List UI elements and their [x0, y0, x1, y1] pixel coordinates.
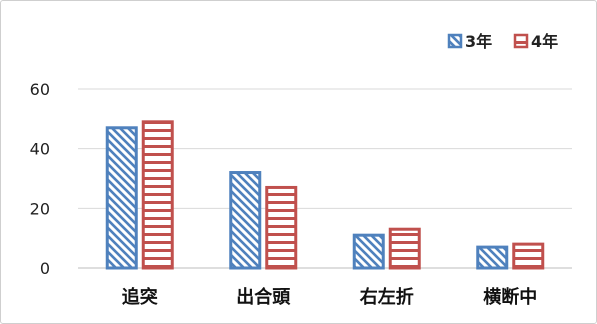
- bar-series-1: [105, 126, 138, 270]
- category-label: 出合頭: [236, 286, 291, 308]
- legend-swatch: [513, 33, 529, 49]
- y-tick-label: 20: [30, 199, 50, 218]
- bar-series-1: [476, 245, 509, 270]
- bars: [105, 120, 545, 270]
- legend: 3年 4年: [447, 32, 558, 51]
- y-axis: 0 20 40 60: [30, 80, 50, 278]
- legend-label: 3年: [465, 32, 492, 51]
- y-tick-label: 60: [30, 80, 50, 99]
- bar-series-2: [512, 242, 545, 270]
- bar-series-2: [265, 185, 298, 270]
- bar-series-1: [229, 171, 262, 270]
- x-axis: 追突 出合頭 右左折 横断中: [122, 286, 538, 308]
- bar-series-1: [352, 233, 385, 270]
- bar-series-2: [141, 120, 174, 270]
- legend-swatch: [447, 33, 463, 49]
- category-label: 右左折: [360, 286, 414, 308]
- bar-series-2: [388, 227, 421, 270]
- category-label: 横断中: [483, 286, 537, 308]
- legend-label: 4年: [531, 32, 558, 51]
- y-tick-label: 0: [40, 259, 50, 278]
- category-label: 追突: [122, 286, 158, 308]
- y-tick-label: 40: [30, 140, 50, 159]
